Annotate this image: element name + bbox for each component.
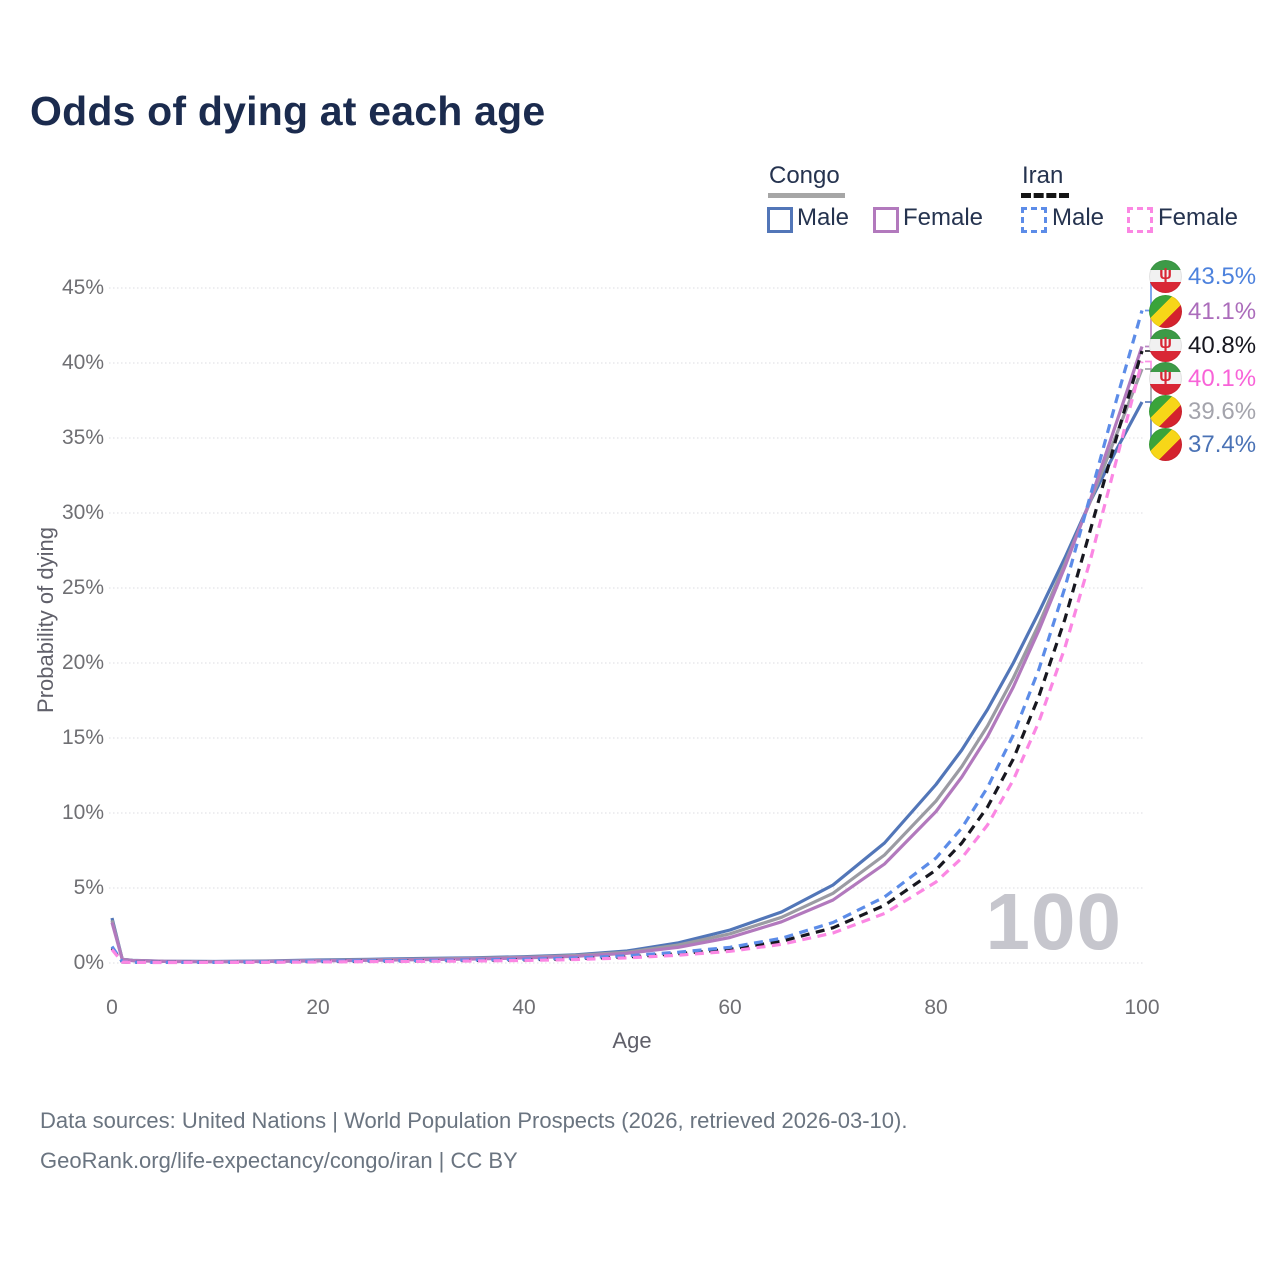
legend-label-congo-male[interactable]: Male bbox=[797, 204, 850, 231]
x-tick-label: 40 bbox=[512, 996, 536, 1019]
end-label-value: 39.6% bbox=[1188, 398, 1257, 425]
attribution-note: GeoRank.org/life-expectancy/congo/iran |… bbox=[40, 1148, 518, 1173]
x-tick-label: 60 bbox=[718, 996, 742, 1019]
iran-flag-icon bbox=[1149, 329, 1182, 362]
legend-label-iran-female[interactable]: Female bbox=[1158, 204, 1239, 231]
series-line-congo_male[interactable] bbox=[110, 401, 1144, 964]
congo-both-line-swatch bbox=[768, 193, 845, 198]
legend-label-iran-male[interactable]: Male bbox=[1052, 204, 1105, 231]
congo-flag-icon bbox=[1149, 295, 1182, 328]
x-tick-label: 100 bbox=[1124, 996, 1160, 1019]
series-line-iran_both[interactable] bbox=[110, 350, 1144, 964]
page-title: Odds of dying at each age bbox=[30, 88, 546, 134]
iran-both-line-swatch bbox=[1021, 193, 1069, 198]
age-frame-watermark: 100 bbox=[985, 877, 1122, 966]
legend-swatch-congo-female-icon[interactable] bbox=[873, 207, 899, 233]
x-axis-title: Age bbox=[612, 1028, 652, 1053]
end-label-value: 41.1% bbox=[1188, 298, 1257, 325]
x-tick-label: 0 bbox=[106, 996, 118, 1019]
end-label-value: 40.1% bbox=[1188, 365, 1257, 392]
y-tick-label: 25% bbox=[61, 576, 104, 599]
iran-flag-icon bbox=[1149, 362, 1182, 395]
x-tick-label: 20 bbox=[306, 996, 330, 1019]
series-line-iran_female[interactable] bbox=[110, 361, 1144, 965]
series-line-congo_female[interactable] bbox=[110, 345, 1144, 964]
legend-swatch-iran-female-icon[interactable] bbox=[1127, 207, 1153, 233]
y-tick-label: 5% bbox=[73, 876, 104, 899]
congo-flag-icon bbox=[1149, 395, 1182, 428]
series-line-iran_male[interactable] bbox=[110, 310, 1144, 964]
y-tick-label: 35% bbox=[61, 426, 104, 449]
end-label-value: 43.5% bbox=[1188, 263, 1257, 290]
y-tick-label: 10% bbox=[61, 801, 104, 824]
y-tick-label: 15% bbox=[61, 726, 104, 749]
iran-flag-icon bbox=[1149, 260, 1182, 293]
end-label-value: 40.8% bbox=[1188, 332, 1257, 359]
y-tick-label: 20% bbox=[61, 651, 104, 674]
legend-swatch-congo-male-icon[interactable] bbox=[767, 207, 793, 233]
y-tick-label: 0% bbox=[73, 951, 104, 974]
congo-flag-icon bbox=[1149, 428, 1182, 461]
y-tick-label: 40% bbox=[61, 351, 104, 374]
x-tick-label: 80 bbox=[924, 996, 948, 1019]
end-label-value: 37.4% bbox=[1188, 431, 1257, 458]
legend-label-congo-female[interactable]: Female bbox=[903, 204, 984, 231]
series-line-congo_both[interactable] bbox=[110, 368, 1144, 964]
legend-group-iran[interactable]: Iran bbox=[1022, 162, 1064, 189]
y-tick-label: 30% bbox=[61, 501, 104, 524]
legend-swatch-iran-male-icon[interactable] bbox=[1021, 207, 1047, 233]
y-tick-label: 45% bbox=[61, 276, 104, 299]
data-source-note: Data sources: United Nations | World Pop… bbox=[40, 1108, 908, 1133]
legend-group-congo[interactable]: Congo bbox=[769, 162, 840, 189]
